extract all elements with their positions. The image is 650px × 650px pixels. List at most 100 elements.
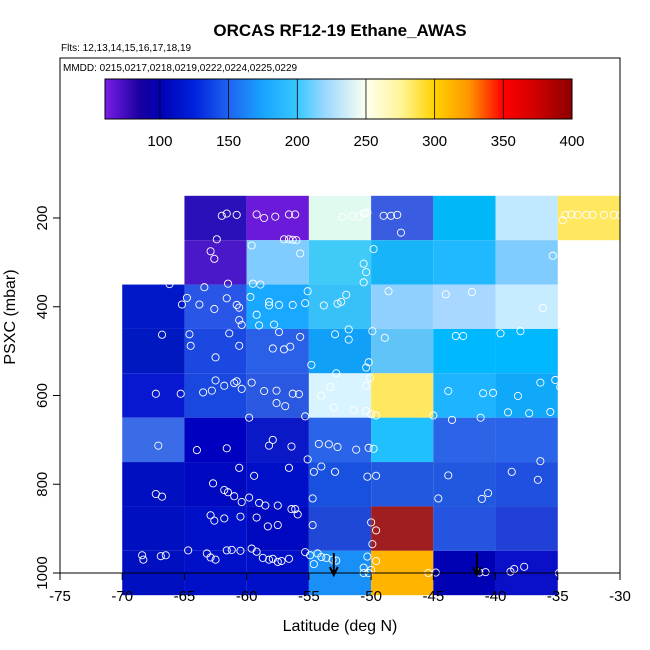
plot-frame: [59, 57, 621, 574]
colorbar-tick-label: 250: [353, 133, 378, 150]
sample-point: [274, 300, 284, 310]
heatmap-cell: [184, 328, 247, 374]
heatmap-cell: [433, 373, 496, 418]
sample-point: [272, 386, 281, 395]
heatmap-cell: [122, 417, 185, 463]
sample-point: [210, 516, 219, 525]
sample-point: [362, 381, 371, 390]
heatmap-cell: [433, 506, 496, 551]
heatmap-cell: [495, 328, 558, 374]
sample-point: [330, 467, 340, 476]
sample-point: [223, 488, 233, 497]
sample-point: [252, 210, 261, 219]
sample-point: [301, 412, 310, 421]
sample-point: [359, 563, 368, 572]
sample-point: [265, 555, 274, 564]
sample-point: [250, 471, 259, 480]
heatmap-cell: [308, 506, 372, 551]
y-tick-label: 200: [34, 205, 51, 230]
sample-point: [223, 279, 233, 288]
sample-point: [273, 557, 282, 566]
sample-point: [363, 472, 372, 481]
sample-point: [236, 546, 245, 555]
sample-point: [516, 327, 525, 336]
heatmap-cell: [433, 240, 496, 285]
sample-point: [287, 442, 296, 451]
sample-point: [157, 492, 167, 501]
sample-point: [328, 555, 337, 564]
flights-label: Flts: 12,13,14,15,16,17,18,19: [61, 43, 192, 54]
sample-point: [274, 327, 284, 337]
sample-point: [609, 210, 618, 219]
sample-point: [434, 494, 443, 503]
sample-point: [503, 408, 513, 417]
sample-point: [520, 562, 529, 571]
sample-point: [477, 494, 486, 503]
sample-point: [349, 406, 358, 415]
sample-point: [444, 471, 453, 480]
x-tick-label: -70: [111, 588, 133, 605]
sample-point: [288, 235, 297, 244]
sample-point: [268, 435, 277, 444]
heatmap-cell: [246, 417, 309, 463]
sample-point: [362, 268, 371, 277]
x-tick-label: -60: [236, 588, 258, 605]
sample-point: [362, 363, 371, 372]
sample-point: [538, 304, 547, 313]
heatmap-cell: [371, 240, 434, 285]
sample-point: [206, 247, 215, 256]
sample-point: [546, 407, 555, 416]
sample-point: [342, 290, 351, 299]
sample-point: [271, 212, 280, 221]
colorbar-tick-label: 150: [216, 133, 241, 150]
sample-point: [222, 294, 231, 303]
y-tick-label: 800: [34, 472, 51, 497]
sample-point: [303, 455, 312, 464]
sample-point: [558, 216, 567, 225]
sample-point: [548, 251, 557, 260]
sample-point: [567, 210, 576, 219]
colorbar-tick-label: 350: [491, 133, 516, 150]
sample-point: [513, 391, 523, 400]
sample-point: [232, 300, 241, 310]
heatmap-cell: [371, 506, 434, 551]
sample-point: [293, 510, 302, 519]
sample-point: [157, 330, 167, 339]
colorbar-tick-label: 100: [147, 133, 172, 150]
sample-point: [235, 316, 244, 325]
y-tick-label: 1000: [34, 556, 51, 589]
heatmap-cell: [184, 284, 247, 329]
sample-point: [269, 320, 279, 329]
sample-point: [582, 210, 591, 219]
sample-point: [227, 545, 236, 554]
heatmap-cell: [433, 417, 496, 463]
sample-point: [325, 383, 335, 392]
heatmap-cell: [246, 462, 309, 507]
x-tick-label: -40: [485, 588, 507, 605]
sample-point: [192, 446, 201, 455]
y-axis-label: PSXC (mbar): [2, 269, 19, 364]
sample-point: [265, 297, 274, 306]
heatmap-cells: [122, 195, 620, 596]
sample-point: [156, 552, 165, 561]
sample-point: [245, 413, 254, 422]
heatmap-cell: [184, 195, 247, 241]
heatmap-cell: [495, 506, 558, 551]
sample-point: [260, 213, 269, 223]
sample-point: [333, 442, 342, 452]
sample-point: [479, 389, 488, 398]
sample-point: [273, 501, 282, 510]
sample-point: [317, 391, 326, 400]
heatmap-cell: [308, 240, 372, 285]
sample-point: [200, 283, 209, 292]
sample-point: [235, 303, 244, 312]
sample-point: [489, 388, 498, 397]
sample-point: [322, 553, 331, 562]
sample-point: [332, 556, 341, 565]
sample-point: [396, 228, 406, 237]
sample-point: [281, 402, 290, 411]
sample-point: [184, 546, 193, 555]
sample-point: [288, 300, 297, 310]
sample-point: [263, 522, 272, 531]
sample-point: [309, 467, 318, 476]
